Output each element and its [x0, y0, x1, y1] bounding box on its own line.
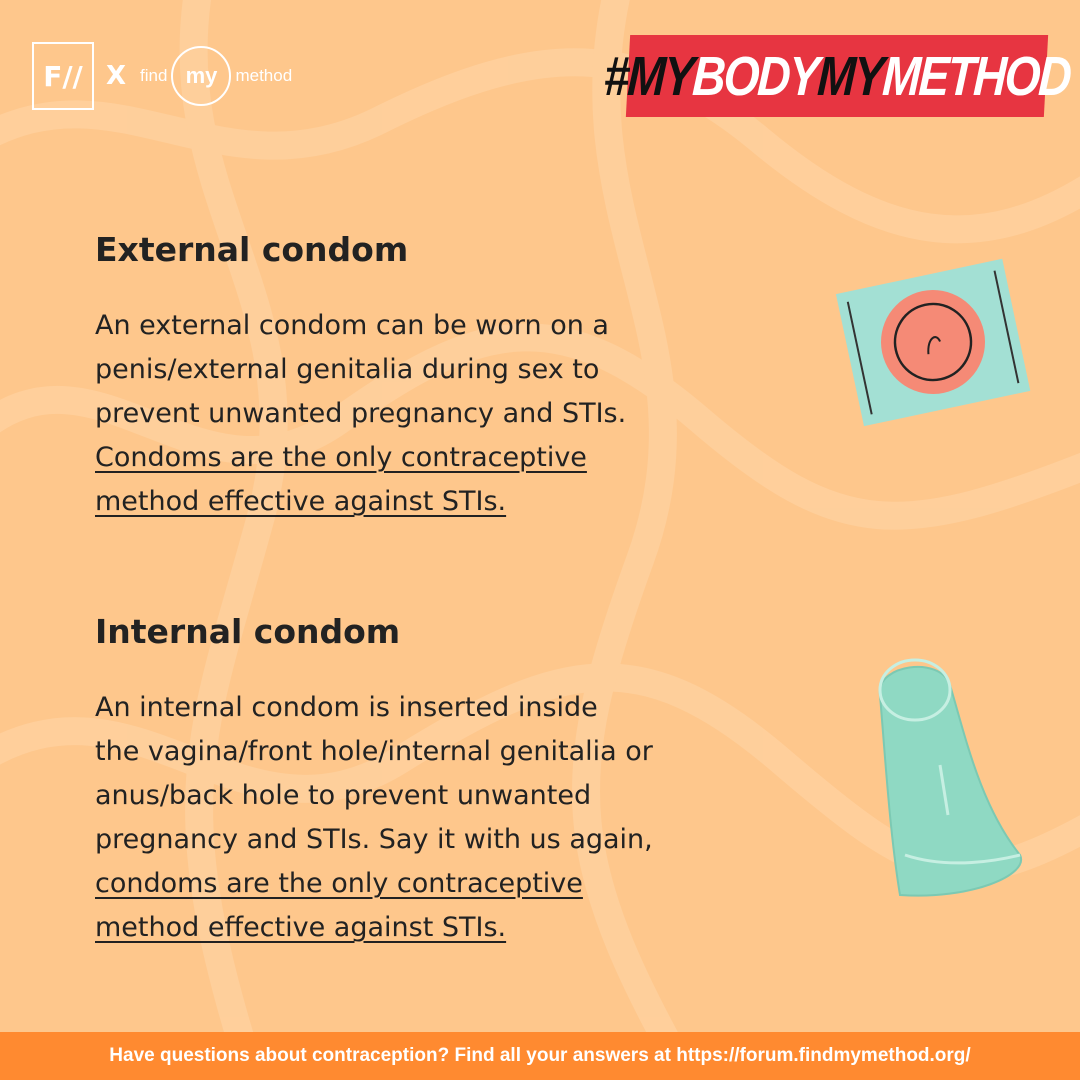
f-logo: F//	[32, 42, 94, 110]
logo-separator: X	[106, 61, 127, 91]
emphasis-line: Condoms are the only contraceptive	[95, 442, 587, 473]
body-line: An internal condom is inserted inside	[95, 692, 598, 723]
emphasis-line: condoms are the only contraceptive	[95, 868, 583, 899]
emphasis-line: method effective against STIs.	[95, 912, 507, 943]
emphasis-line: method effective against STIs.	[95, 486, 507, 517]
body-line: prevent unwanted pregnancy and STIs.	[95, 398, 627, 429]
logo-my: my	[171, 46, 232, 106]
findmymethod-logo: find my method	[140, 46, 292, 106]
section-internal-condom: Internal condom An internal condom is in…	[95, 612, 653, 950]
section-external-condom: External condom An external condom can b…	[95, 230, 626, 524]
internal-condom-icon	[878, 658, 1023, 897]
section-body: An internal condom is inserted inside the…	[95, 686, 653, 950]
logo-method: method	[235, 66, 293, 85]
body-line: anus/back hole to prevent unwanted	[95, 780, 592, 811]
section-title: External condom	[95, 230, 409, 269]
hashtag-text: #MYBODYMYMETHOD	[602, 44, 1072, 108]
logo-find: find	[140, 66, 168, 85]
body-line: pregnancy and STIs. Say it with us again…	[95, 824, 653, 855]
body-line: An external condom can be worn on a	[95, 310, 609, 341]
hashtag-banner: #MYBODYMYMETHOD	[602, 35, 1072, 117]
body-line: penis/external genitalia during sex to	[95, 354, 600, 385]
section-body: An external condom can be worn on a penis…	[95, 304, 626, 524]
body-line: the vagina/front hole/internal genitalia…	[95, 736, 653, 767]
footer-banner: Have questions about contraception? Find…	[0, 1032, 1080, 1080]
condom-packet-icon	[835, 258, 1031, 427]
partner-logo: F// X find my method	[32, 42, 292, 110]
section-title: Internal condom	[95, 612, 401, 651]
